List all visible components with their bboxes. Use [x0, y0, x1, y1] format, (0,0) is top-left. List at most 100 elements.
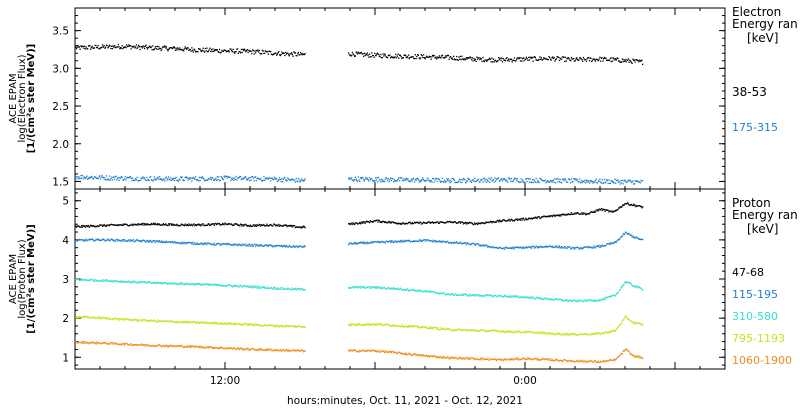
data-point	[225, 242, 227, 245]
data-point	[447, 221, 449, 223]
data-point	[642, 180, 644, 182]
data-point	[87, 316, 89, 318]
data-point	[141, 320, 144, 322]
data-point	[87, 342, 89, 344]
data-point	[575, 246, 577, 249]
data-point	[638, 322, 640, 324]
data-point	[297, 326, 299, 328]
data-point	[549, 216, 551, 218]
data-point	[136, 344, 138, 346]
data-point	[585, 334, 588, 336]
data-point	[608, 179, 610, 181]
data-point	[494, 177, 496, 179]
data-point	[522, 217, 524, 220]
data-point	[145, 343, 147, 346]
data-point	[214, 178, 216, 181]
data-point	[413, 57, 415, 60]
data-point	[246, 285, 248, 287]
data-point	[480, 329, 483, 331]
data-point	[599, 300, 601, 302]
data-point	[486, 244, 488, 246]
data-point	[640, 324, 642, 326]
data-point	[449, 356, 451, 358]
data-point	[148, 240, 150, 242]
data-point	[490, 246, 492, 249]
data-point	[89, 316, 91, 318]
data-point	[274, 52, 276, 54]
data-point	[405, 289, 407, 291]
data-point	[164, 45, 166, 47]
data-point	[531, 56, 533, 58]
data-point	[192, 320, 194, 323]
data-point	[387, 351, 389, 353]
data-point	[591, 59, 594, 62]
data-point	[111, 238, 113, 240]
data-point	[513, 358, 516, 360]
data-point	[367, 286, 369, 288]
data-point	[593, 245, 595, 247]
data-point	[405, 223, 407, 225]
data-point	[213, 179, 215, 181]
data-point	[466, 58, 468, 60]
data-point	[170, 283, 172, 285]
data-point	[216, 49, 218, 51]
data-point	[537, 333, 539, 335]
data-point	[397, 351, 399, 354]
data-point	[264, 286, 266, 288]
data-point	[215, 244, 217, 246]
data-point	[403, 241, 405, 243]
legend-entry: 115-195	[732, 288, 778, 301]
data-point	[214, 347, 216, 349]
data-point	[350, 178, 352, 180]
data-point	[247, 243, 249, 246]
data-point	[510, 331, 513, 333]
data-point	[415, 179, 417, 181]
data-point	[228, 322, 230, 324]
data-point	[425, 240, 427, 242]
data-point	[599, 244, 601, 247]
data-point	[105, 342, 107, 344]
data-point	[393, 222, 395, 224]
data-point	[124, 343, 126, 345]
data-point	[107, 224, 109, 226]
data-point	[294, 52, 296, 54]
data-point	[594, 299, 596, 301]
data-point	[234, 284, 236, 287]
data-point	[636, 322, 638, 324]
data-point	[273, 245, 275, 247]
data-point	[180, 345, 182, 347]
data-point	[146, 176, 148, 179]
data-point	[560, 181, 562, 183]
data-point	[237, 347, 239, 349]
data-point	[368, 180, 370, 182]
data-point	[403, 222, 405, 225]
data-point	[272, 324, 274, 326]
data-point	[444, 55, 447, 57]
data-point	[424, 58, 426, 60]
data-point	[426, 177, 429, 179]
data-point	[80, 341, 82, 344]
data-point	[348, 350, 350, 352]
data-point	[81, 174, 84, 177]
data-point	[297, 288, 299, 290]
data-point	[111, 179, 114, 181]
data-point	[136, 224, 138, 226]
data-point	[517, 218, 519, 220]
data-point	[486, 358, 488, 361]
data-point	[357, 350, 359, 353]
data-point	[226, 50, 228, 52]
data-point	[546, 297, 549, 299]
data-point	[463, 178, 465, 180]
data-point	[515, 295, 517, 297]
data-point	[475, 180, 477, 182]
data-point	[194, 321, 196, 323]
data-point	[183, 242, 185, 244]
data-point	[254, 285, 256, 288]
data-point	[143, 239, 145, 242]
data-point	[440, 181, 442, 183]
data-point	[182, 179, 184, 181]
data-point	[162, 321, 164, 323]
data-point	[291, 52, 293, 54]
data-point	[159, 223, 161, 226]
data-point	[369, 324, 371, 326]
